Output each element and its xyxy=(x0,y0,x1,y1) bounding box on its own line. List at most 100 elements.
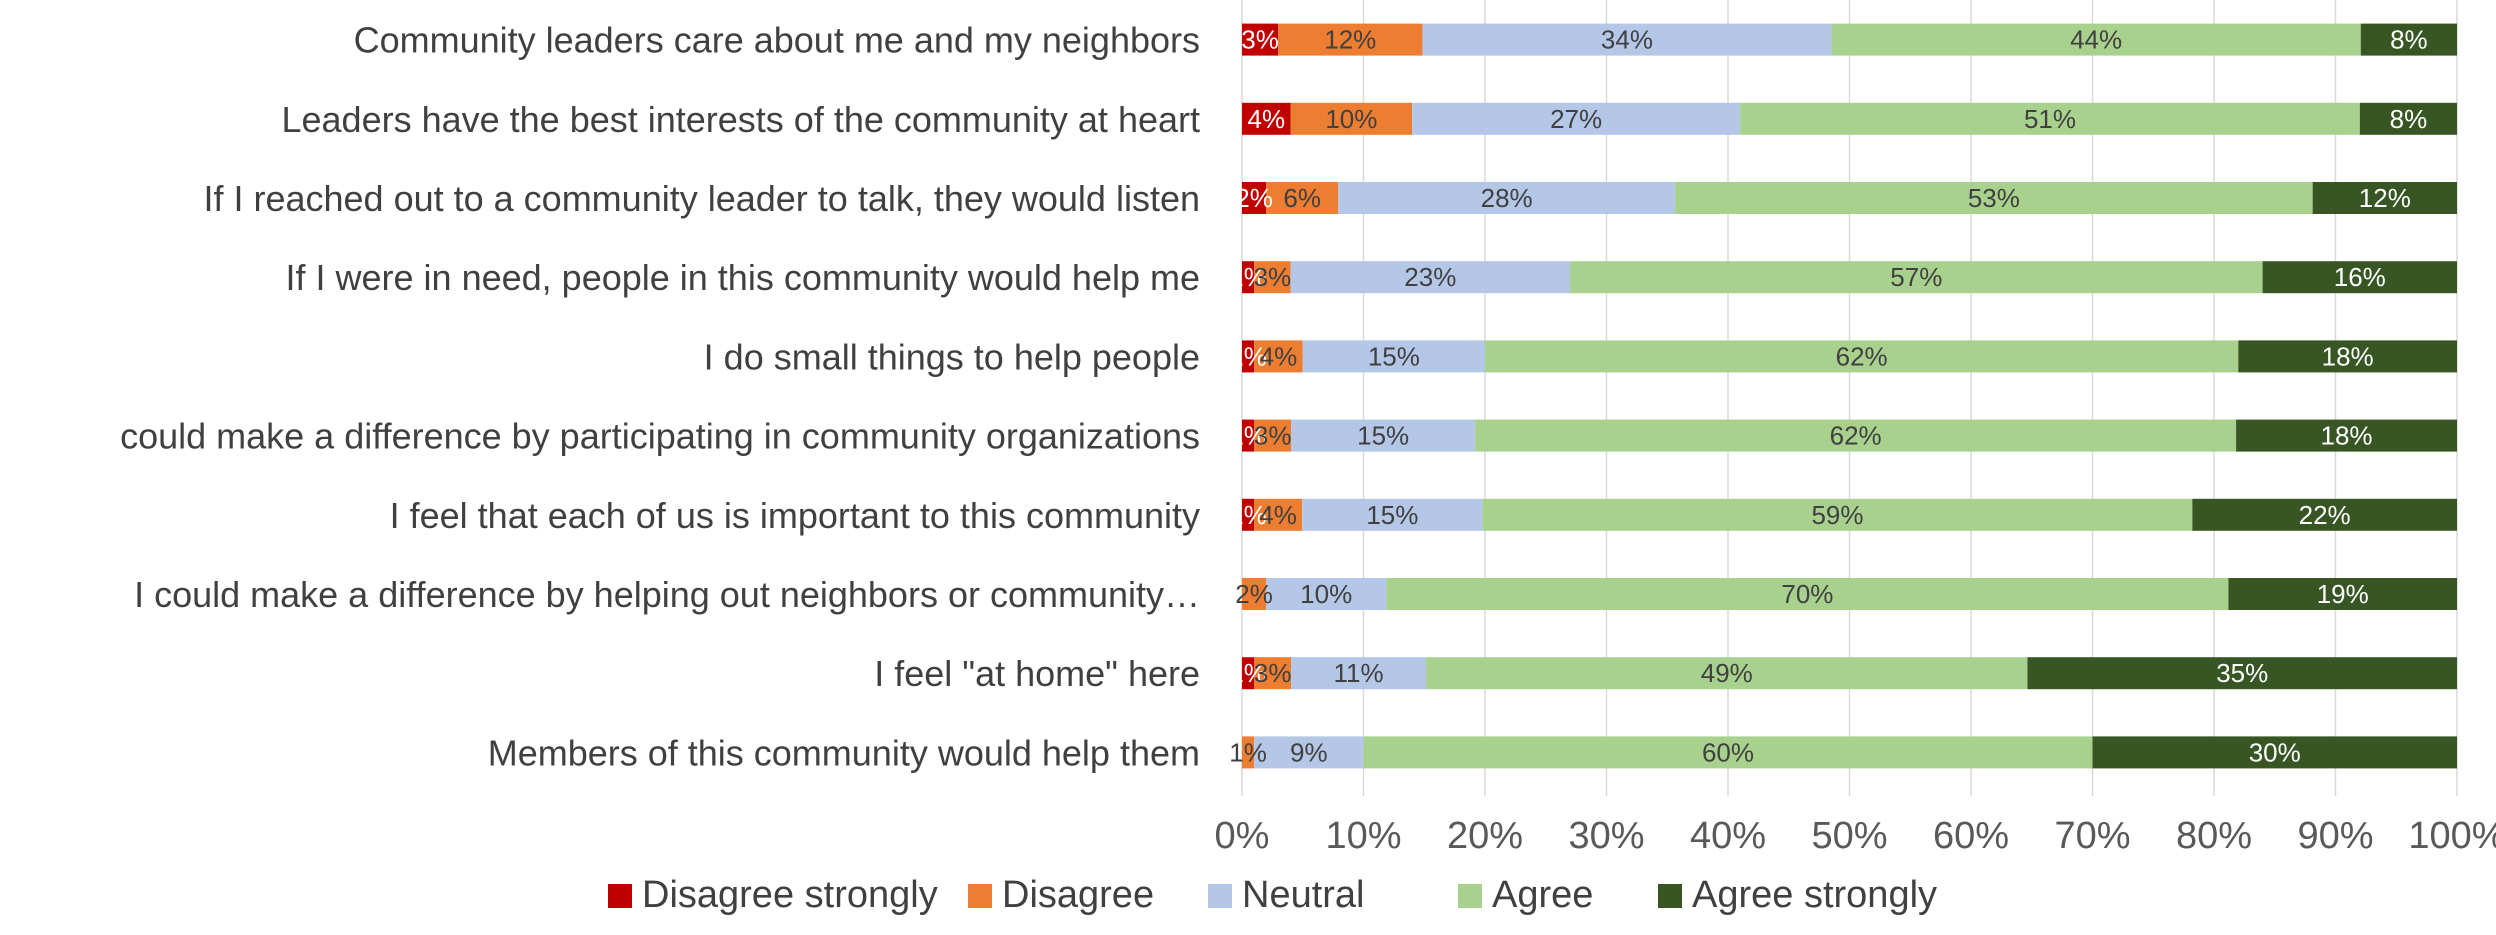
legend-label: Neutral xyxy=(1242,874,1365,916)
bar-segment xyxy=(2359,102,2457,135)
x-tick-label: 30% xyxy=(1568,815,1644,857)
bar-data-label: 1% xyxy=(1229,341,1267,371)
category-label: I feel that each of us is important to t… xyxy=(390,495,1200,536)
bar-segment xyxy=(1386,578,2229,610)
bar-data-label: 15% xyxy=(1368,341,1420,371)
x-tick-label: 100% xyxy=(2408,815,2496,857)
bar-data-label: 6% xyxy=(1283,183,1321,213)
bar-segment xyxy=(1242,261,1255,294)
x-tick-label: 70% xyxy=(2054,815,2130,857)
bar-data-label: 59% xyxy=(1811,500,1863,530)
bar-data-label: 49% xyxy=(1701,658,1753,688)
bar-segment xyxy=(1242,23,1279,56)
bar-segment xyxy=(2262,261,2457,294)
bar-data-label: 10% xyxy=(1300,579,1352,609)
bar-data-label: 15% xyxy=(1357,421,1409,451)
bar-data-labels: 3% 12% 34% 44% 8% 4% 10% 27% 51% 8% 2% 6% 28% 53% 12% 1… xyxy=(1229,25,2427,768)
bar-data-label: 2% xyxy=(1235,183,1273,213)
bar-segment xyxy=(1242,657,1255,690)
bar-segment xyxy=(1254,736,1364,769)
bar-segment xyxy=(2238,340,2457,373)
bar-segment xyxy=(2092,736,2457,769)
bar-segment xyxy=(1740,102,2360,135)
x-tick-label: 60% xyxy=(1933,815,2009,857)
bar-segment xyxy=(1266,182,1339,214)
bar-data-label: 2% xyxy=(1235,579,1273,609)
category-label: If I reached out to a community leader t… xyxy=(203,178,1200,219)
bar-data-label: 1% xyxy=(1229,658,1267,688)
category-label: I feel "at home" here xyxy=(874,653,1200,694)
bar-data-label: 1% xyxy=(1229,737,1267,767)
category-label: Community leaders care about me and my n… xyxy=(354,20,1200,61)
bar-data-label: 34% xyxy=(1601,25,1653,55)
bar-segment xyxy=(1242,182,1267,214)
legend-swatch xyxy=(1658,884,1682,908)
bar-segment xyxy=(1290,102,1413,135)
bar-segment xyxy=(1338,182,1676,214)
legend-swatch xyxy=(968,884,992,908)
bar-data-label: 3% xyxy=(1241,25,1279,55)
bar-data-label: 8% xyxy=(2390,104,2428,134)
bar-data-label: 15% xyxy=(1366,500,1418,530)
bar-segment xyxy=(1278,23,1423,56)
bar-data-label: 27% xyxy=(1550,104,1602,134)
bar-data-label: 18% xyxy=(2321,421,2373,451)
x-tick-label: 0% xyxy=(1215,815,1270,857)
bar-segment xyxy=(1570,261,2263,294)
bar-segment xyxy=(1485,340,2239,373)
bar-segment xyxy=(1291,419,1476,452)
x-tick-label: 80% xyxy=(2176,815,2252,857)
x-tick-label: 20% xyxy=(1447,815,1523,857)
legend-swatch xyxy=(608,884,632,908)
bar-data-label: 51% xyxy=(2024,104,2076,134)
bar-data-label: 4% xyxy=(1260,341,1298,371)
bar-data-label: 1% xyxy=(1229,421,1267,451)
bar-segment xyxy=(1242,736,1255,769)
bar-data-label: 18% xyxy=(2322,341,2374,371)
bar-data-label: 10% xyxy=(1325,104,1377,134)
x-tick-label: 40% xyxy=(1690,815,1766,857)
bar-segment xyxy=(1290,261,1571,294)
bar-data-label: 53% xyxy=(1968,183,2020,213)
category-label: If I were in need, people in this commun… xyxy=(286,257,1200,298)
category-label: I could make a difference by helping out… xyxy=(134,574,1200,615)
x-tick-label: 50% xyxy=(1811,815,1887,857)
bar-data-label: 28% xyxy=(1481,183,1533,213)
bar-segment xyxy=(1422,23,1832,56)
bar-segment xyxy=(1412,102,1741,135)
bar-segment xyxy=(1291,657,1427,690)
bar-data-label: 60% xyxy=(1702,737,1754,767)
bar-data-label: 16% xyxy=(2334,262,2386,292)
bar-data-label: 35% xyxy=(2216,658,2268,688)
x-axis-tick-labels: 0% 10% 20% 30% 40% 50% 60% 70% 80% 90% 100% xyxy=(1215,815,2496,857)
bar-segment xyxy=(1242,578,1267,610)
bar-segment xyxy=(1266,578,1387,610)
bar-data-label: 70% xyxy=(1781,579,1833,609)
category-labels: Community leaders care about me and my n… xyxy=(120,20,1200,774)
bar-data-label: 9% xyxy=(1290,737,1328,767)
bar-segment xyxy=(1242,419,1255,452)
category-label: Leaders have the best interests of the c… xyxy=(281,99,1200,140)
bar-segment xyxy=(2360,23,2457,56)
bar-data-label: 3% xyxy=(1254,658,1292,688)
bar-data-label: 12% xyxy=(1324,25,1376,55)
bar-segment xyxy=(1242,498,1255,531)
bar-segment xyxy=(1831,23,2361,56)
bar-data-label: 23% xyxy=(1404,262,1456,292)
bar-segment xyxy=(1254,498,1303,531)
category-label: I do small things to help people xyxy=(704,336,1200,377)
legend-swatch xyxy=(1208,884,1232,908)
bar-data-label: 4% xyxy=(1259,500,1297,530)
bar-segment xyxy=(1254,419,1292,452)
bar-data-label: 12% xyxy=(2359,183,2411,213)
bar-data-label: 11% xyxy=(1334,658,1384,688)
bar-segment xyxy=(1254,657,1292,690)
bar-data-label: 44% xyxy=(2070,25,2122,55)
bar-data-label: 19% xyxy=(2317,579,2369,609)
bars xyxy=(1242,23,2457,769)
bar-segment xyxy=(1482,498,2193,531)
bar-segment xyxy=(1242,102,1291,135)
bar-data-label: 62% xyxy=(1836,341,1888,371)
